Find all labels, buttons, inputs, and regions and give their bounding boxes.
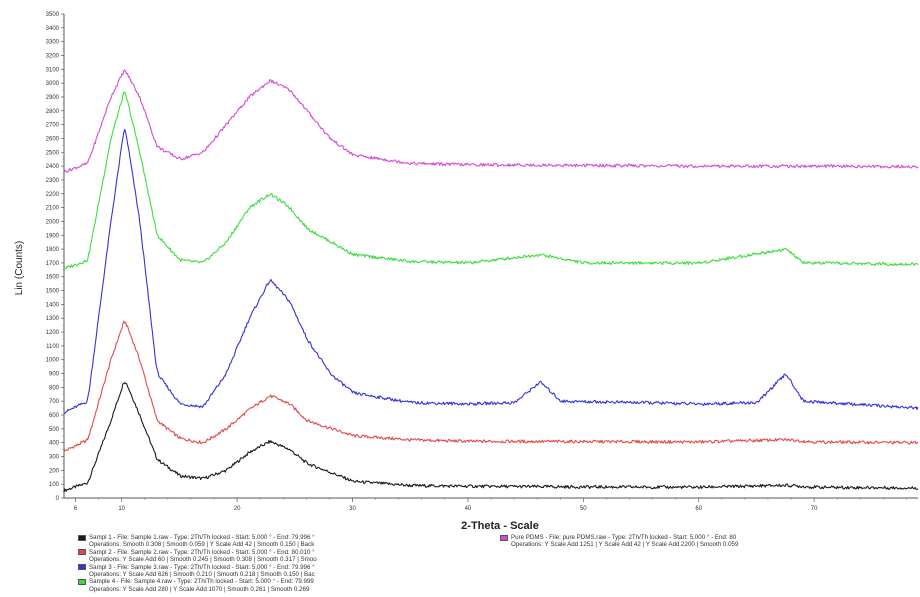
legend-label: Sampl 2 - File: Sample 2.raw - Type: 2Th… bbox=[89, 548, 315, 556]
legend-entry: Sampl 3 - File: Sample 3.raw - Type: 2Th… bbox=[78, 564, 317, 571]
legend-label: Pure PDMS - File: pure PDMS.raw - Type: … bbox=[511, 534, 737, 541]
y-tick-label: 200 bbox=[49, 468, 60, 474]
y-tick-label: 3200 bbox=[46, 53, 60, 59]
y-tick-label: 1700 bbox=[46, 261, 60, 267]
x-tick-label: 40 bbox=[465, 506, 472, 512]
legend-operations: Operations: Smooth 0.308 | Smooth 0.059 … bbox=[89, 541, 315, 549]
y-tick-label: 2300 bbox=[46, 178, 60, 184]
y-tick-label: 300 bbox=[49, 455, 60, 461]
y-tick-label: 100 bbox=[49, 482, 60, 488]
series-layer bbox=[63, 69, 919, 493]
y-tick-label: 3300 bbox=[46, 40, 60, 46]
y-tick-label: 1800 bbox=[46, 247, 60, 253]
series-line-sampl-1 bbox=[63, 382, 919, 493]
y-tick-label: 2900 bbox=[46, 95, 60, 101]
x-tick-label: 10 bbox=[118, 506, 125, 512]
legend-left: Sampl 1 - File: Sample 1.raw - Type: 2Th… bbox=[78, 534, 317, 593]
y-tick-label: 0 bbox=[56, 496, 60, 502]
legend-entry: Sampl 1 - File: Sample 1.raw - Type: 2Th… bbox=[78, 534, 317, 541]
x-tick-label: 20 bbox=[234, 506, 241, 512]
y-tick-label: 900 bbox=[49, 372, 60, 378]
y-tick-label: 2100 bbox=[46, 206, 60, 212]
x-tick-label: 60 bbox=[695, 506, 702, 512]
legend-swatch bbox=[78, 564, 86, 571]
legend-operations: Operations: Y Scale Add 280 | Y Scale Ad… bbox=[89, 585, 310, 593]
legend-right: Pure PDMS - File: pure PDMS.raw - Type: … bbox=[500, 534, 738, 549]
x-tick-label: 70 bbox=[811, 506, 818, 512]
y-tick-label: 3400 bbox=[46, 26, 60, 32]
y-tick-label: 2400 bbox=[46, 164, 60, 170]
y-tick-label: 2700 bbox=[46, 123, 60, 129]
y-tick-label: 1900 bbox=[46, 233, 60, 239]
y-tick-label: 1200 bbox=[46, 330, 60, 336]
legend-operations: Operations: Y Scale Add 1251 | Y Scale A… bbox=[511, 541, 739, 549]
y-tick-label: 1400 bbox=[46, 302, 60, 308]
y-tick-label: 2500 bbox=[46, 150, 60, 156]
y-tick-label: 2800 bbox=[46, 109, 60, 115]
plot-area: 0 100 200 300 400 500 600 700 800 900 1000 1100 1200… bbox=[46, 12, 918, 512]
legend-entry: Pure PDMS - File: pure PDMS.raw - Type: … bbox=[500, 534, 738, 541]
y-tick-label: 700 bbox=[49, 399, 60, 405]
legend-swatch bbox=[78, 534, 86, 541]
legend-label: Sampl 3 - File: Sample 3.raw - Type: 2Th… bbox=[89, 563, 315, 571]
y-tick-label: 600 bbox=[49, 413, 60, 419]
y-tick-label: 1000 bbox=[46, 358, 60, 364]
x-tick-label: 6 bbox=[74, 506, 78, 512]
legend-swatch bbox=[78, 549, 86, 556]
y-tick-label: 2200 bbox=[46, 192, 60, 198]
y-tick-label: 400 bbox=[49, 441, 60, 447]
series-line-sampl-3 bbox=[63, 128, 919, 415]
y-tick-label: 1500 bbox=[46, 289, 60, 295]
y-tick-label: 1100 bbox=[46, 344, 60, 350]
x-tick-label: 50 bbox=[580, 506, 587, 512]
series-line-pure-pdms bbox=[63, 69, 919, 173]
y-tick-label: 1300 bbox=[46, 316, 60, 322]
y-axis-title: Lin (Counts) bbox=[14, 241, 25, 295]
series-line-sample-4 bbox=[63, 91, 919, 270]
legend-entry: Sample 4 - File: Sample 4.raw - Type: 2T… bbox=[78, 578, 317, 585]
series-line-sampl-2 bbox=[63, 320, 919, 453]
legend-operations: Operations: Y Scale Add 60 | Smooth 0.24… bbox=[89, 556, 317, 564]
y-tick-label: 3500 bbox=[46, 12, 60, 18]
y-tick-label: 500 bbox=[49, 427, 60, 433]
x-axis-title: 2-Theta - Scale bbox=[461, 520, 539, 532]
y-tick-label: 800 bbox=[49, 385, 60, 391]
legend-label: Sampl 1 - File: Sample 1.raw - Type: 2Th… bbox=[89, 534, 315, 541]
y-tick-label: 1600 bbox=[46, 275, 60, 281]
legend-swatch bbox=[500, 534, 508, 541]
legend-entry: Sampl 2 - File: Sample 2.raw - Type: 2Th… bbox=[78, 549, 317, 556]
y-tick-label: 2600 bbox=[46, 136, 60, 142]
legend-swatch bbox=[78, 578, 86, 585]
legend-operations: Operations: Y Scale Add 626 | Smooth 0.2… bbox=[89, 571, 315, 579]
y-tick-label: 3100 bbox=[46, 67, 60, 73]
legend-label: Sample 4 - File: Sample 4.raw - Type: 2T… bbox=[89, 578, 314, 586]
y-tick-label: 2000 bbox=[46, 219, 60, 225]
y-tick-label: 3000 bbox=[46, 81, 60, 87]
x-tick-label: 30 bbox=[349, 506, 356, 512]
